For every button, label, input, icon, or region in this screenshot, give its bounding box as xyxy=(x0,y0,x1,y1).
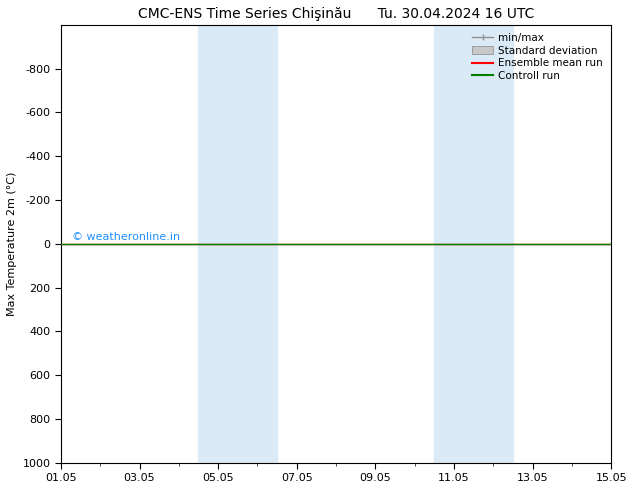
Bar xyxy=(434,25,513,463)
Legend: min/max, Standard deviation, Ensemble mean run, Controll run: min/max, Standard deviation, Ensemble me… xyxy=(469,30,606,84)
Title: CMC-ENS Time Series Chişinău      Tu. 30.04.2024 16 UTC: CMC-ENS Time Series Chişinău Tu. 30.04.2… xyxy=(138,7,534,21)
Text: © weatheronline.in: © weatheronline.in xyxy=(72,232,180,242)
Y-axis label: Max Temperature 2m (°C): Max Temperature 2m (°C) xyxy=(7,172,17,316)
Bar xyxy=(198,25,277,463)
